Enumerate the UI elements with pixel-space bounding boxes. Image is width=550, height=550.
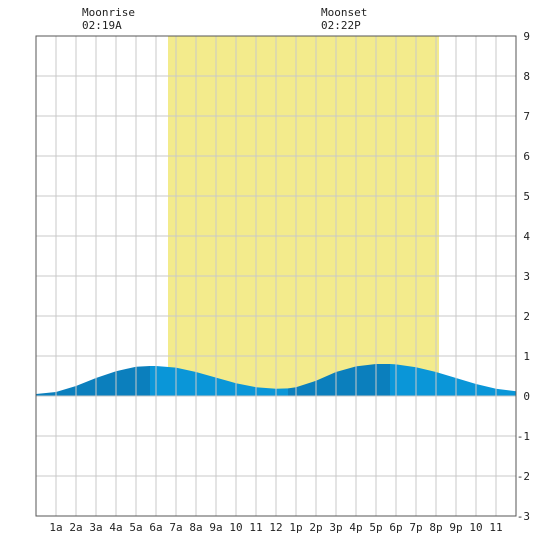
grid-layer bbox=[36, 36, 516, 516]
y-tick-label: 2 bbox=[523, 310, 530, 323]
y-tick-label: -1 bbox=[517, 430, 530, 443]
x-tick-label: 1a bbox=[49, 521, 62, 534]
x-tick-label: 10 bbox=[469, 521, 482, 534]
x-tick-labels: 1a 2a 3a 4a 5a 6a 7a 8a 9a 10 11 12 1p 2p 3p 4p 5p 6p 7p 8p… bbox=[49, 521, 502, 534]
tide-area-segment-2 bbox=[150, 366, 288, 396]
x-tick-label: 6p bbox=[389, 521, 402, 534]
y-tick-label: 5 bbox=[523, 190, 530, 203]
x-tick-label: 11 bbox=[249, 521, 262, 534]
x-tick-label: 4p bbox=[349, 521, 362, 534]
x-tick-label: 8p bbox=[429, 521, 442, 534]
x-tick-label: 9p bbox=[449, 521, 462, 534]
y-tick-label: 7 bbox=[523, 110, 530, 123]
y-tick-label: 4 bbox=[523, 230, 530, 243]
tide-area-segment-3 bbox=[288, 364, 390, 396]
x-tick-label: 2a bbox=[69, 521, 82, 534]
y-tick-labels: 9 8 7 6 5 4 3 2 1 0 -1 -2 -3 bbox=[517, 30, 531, 523]
x-tick-label: 2p bbox=[309, 521, 322, 534]
x-tick-label: 9a bbox=[209, 521, 222, 534]
plot-frame bbox=[35, 35, 517, 517]
x-tick-label: 4a bbox=[109, 521, 122, 534]
tide-layer bbox=[36, 364, 516, 396]
moonrise-time: 02:19A bbox=[82, 19, 122, 32]
moonset-title: Moonset bbox=[321, 6, 368, 19]
y-tick-label: 6 bbox=[523, 150, 530, 163]
daylight-band bbox=[168, 36, 439, 396]
x-tick-label: 7a bbox=[169, 521, 182, 534]
x-tick-label: 1p bbox=[289, 521, 302, 534]
daylight-layer bbox=[168, 36, 439, 396]
x-tick-label: 12 bbox=[269, 521, 282, 534]
moonset-time: 02:22P bbox=[321, 19, 361, 32]
x-tick-label: 8a bbox=[189, 521, 202, 534]
frame-layer bbox=[35, 35, 517, 517]
x-tick-label: 5a bbox=[129, 521, 142, 534]
tide-area-segment-4 bbox=[390, 364, 516, 396]
x-tick-label: 10 bbox=[229, 521, 242, 534]
x-tick-label: 3p bbox=[329, 521, 342, 534]
y-tick-label: -3 bbox=[517, 510, 530, 523]
y-tick-label: 9 bbox=[523, 30, 530, 43]
x-tick-label: 5p bbox=[369, 521, 382, 534]
y-tick-label: 8 bbox=[523, 70, 530, 83]
moonrise-label: Moonrise 02:19A bbox=[82, 6, 135, 32]
y-tick-label: -2 bbox=[517, 470, 530, 483]
y-tick-label: 0 bbox=[523, 390, 530, 403]
x-tick-label: 7p bbox=[409, 521, 422, 534]
moonrise-title: Moonrise bbox=[82, 6, 135, 19]
y-tick-label: 1 bbox=[523, 350, 530, 363]
x-tick-label: 6a bbox=[149, 521, 162, 534]
x-tick-label: 11 bbox=[489, 521, 502, 534]
tide-area-segment-1 bbox=[36, 366, 150, 396]
y-tick-label: 3 bbox=[523, 270, 530, 283]
moonset-label: Moonset 02:22P bbox=[321, 6, 367, 32]
x-tick-label: 3a bbox=[89, 521, 102, 534]
